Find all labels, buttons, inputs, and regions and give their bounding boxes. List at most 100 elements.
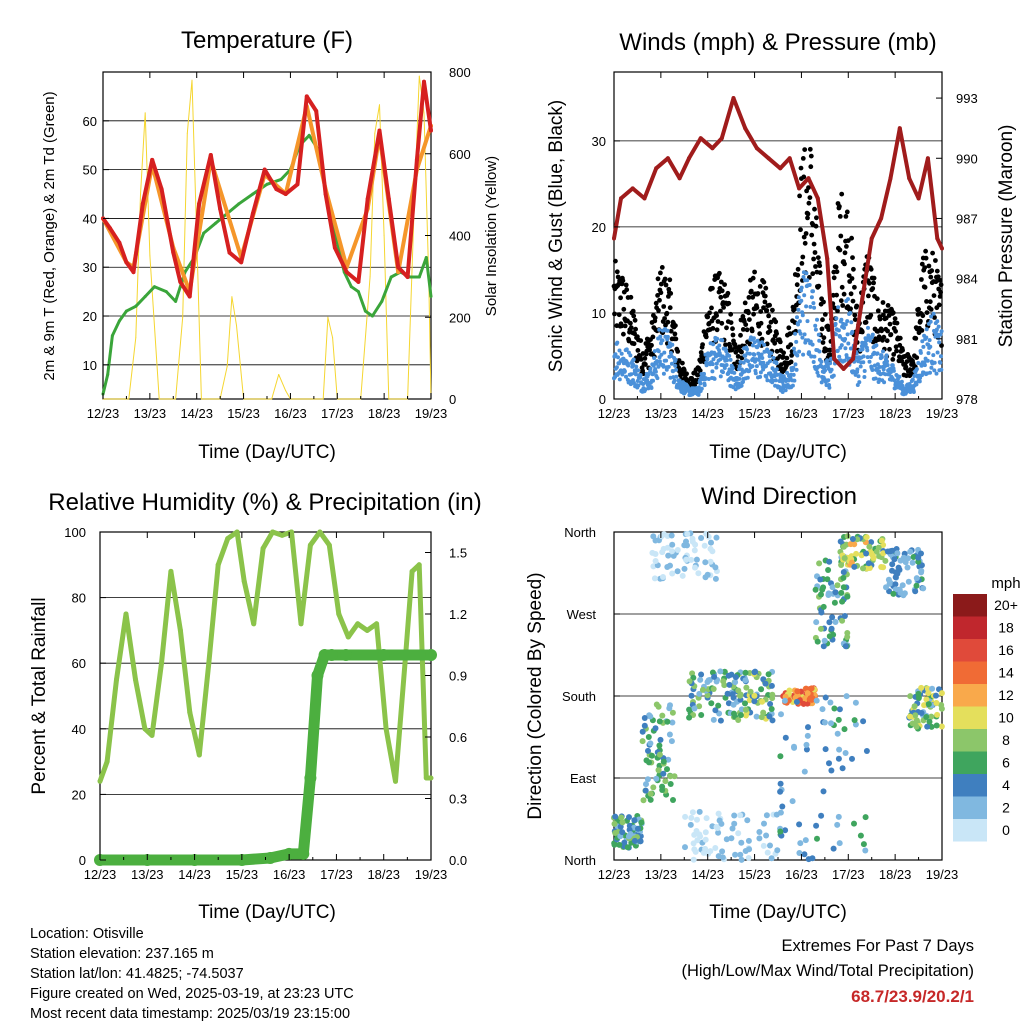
gust-point: [744, 327, 750, 333]
gust-point: [762, 299, 768, 305]
direction-point: [933, 692, 939, 699]
gust-point: [616, 312, 622, 318]
wind-point: [865, 348, 870, 353]
wind-point: [939, 367, 944, 372]
gust-point: [718, 294, 724, 300]
dewpoint-line-point: [110, 334, 114, 338]
y-tick-label: 60: [83, 114, 97, 129]
elevation-text: Station elevation: 237.165 m: [30, 946, 214, 962]
wind-point: [737, 364, 742, 369]
gust-point: [922, 284, 928, 290]
wind-point: [817, 338, 822, 343]
direction-point: [702, 559, 709, 566]
gust-point: [914, 355, 920, 360]
direction-point: [651, 575, 658, 582]
gust-point: [619, 323, 624, 329]
wind-point: [826, 378, 831, 383]
wind-point: [635, 379, 640, 383]
gust-point: [705, 314, 711, 320]
direction-point: [652, 558, 659, 564]
direction-point: [732, 851, 739, 858]
temp-2m-line-point: [405, 275, 410, 279]
gust-point: [927, 299, 933, 305]
direction-point: [862, 814, 869, 821]
gust-point: [806, 200, 812, 206]
pressure-line-point: [677, 176, 682, 181]
direction-point: [686, 714, 693, 721]
gust-point: [612, 311, 617, 317]
direction-point: [664, 718, 671, 725]
y-tick-label: 30: [83, 260, 97, 275]
wind-point: [710, 369, 715, 374]
direction-point: [923, 696, 930, 703]
gust-point: [724, 325, 729, 331]
recent-data-text: Most recent data timestamp: 2025/03/19 2…: [30, 1006, 351, 1022]
direction-point: [717, 717, 724, 724]
wind-point: [653, 369, 658, 374]
wind-point: [799, 298, 804, 303]
direction-point: [690, 840, 697, 847]
wind-point: [911, 390, 916, 394]
direction-point: [656, 742, 663, 749]
direction-point: [891, 556, 898, 563]
pressure-line-point: [879, 216, 884, 221]
wind-point: [834, 316, 839, 321]
gust-point: [638, 357, 644, 362]
dewpoint-line-point: [106, 373, 110, 377]
gust-point: [892, 316, 898, 321]
insolation-line-point: [191, 79, 193, 81]
direction-point: [765, 671, 772, 678]
gust-point: [844, 244, 849, 249]
direction-point: [696, 690, 703, 697]
gust-point: [661, 304, 667, 309]
wind-point: [728, 357, 733, 362]
humidity-line-point: [402, 660, 408, 666]
direction-point: [709, 548, 716, 555]
direction-point: [731, 812, 738, 819]
gust-point: [759, 336, 765, 342]
gust-point: [725, 290, 731, 296]
gust-point: [820, 340, 826, 345]
insolation-line-point: [322, 398, 324, 400]
gust-point: [743, 322, 749, 327]
wind-point: [811, 301, 816, 306]
gust-point: [730, 332, 736, 338]
direction-point: [808, 685, 815, 692]
gust-point: [838, 233, 844, 239]
gust-point: [833, 264, 839, 270]
winds-y-label: Sonic Wind & Gust (Blue, Black): [546, 100, 567, 372]
y-tick-label: 20: [72, 787, 86, 802]
wind-point: [835, 348, 840, 353]
direction-point: [860, 565, 866, 572]
insolation-line-point: [388, 398, 390, 400]
direction-point: [849, 755, 855, 762]
humidity-x-ticks: 12/23 13/23 14/23 15/23 16/23 17/23 18/23 19/23: [84, 532, 447, 882]
direction-point: [619, 829, 626, 836]
direction-point: [738, 856, 745, 863]
direction-point: [645, 734, 652, 740]
wind-point: [765, 378, 770, 383]
x-tick-label: 19/23: [926, 406, 959, 421]
dewpoint-line-point: [153, 285, 156, 289]
direction-point: [715, 829, 722, 836]
gust-point: [620, 278, 626, 284]
wind-point: [795, 315, 799, 320]
wind-point: [796, 295, 801, 300]
direction-point: [828, 767, 835, 774]
gust-point: [900, 347, 905, 353]
wind-point: [636, 368, 641, 373]
wind-point: [918, 375, 923, 380]
wind-point: [739, 383, 744, 388]
humidity-line-point: [374, 621, 380, 627]
insolation-line-point: [236, 324, 237, 326]
direction-point: [668, 738, 675, 745]
insolation-line-point: [168, 398, 170, 400]
humidity-line-point: [241, 578, 247, 584]
wind-point: [655, 376, 660, 381]
pressure-line-point: [687, 156, 691, 161]
gust-point: [799, 261, 805, 266]
gust-point: [680, 360, 685, 366]
direction-point: [836, 706, 843, 713]
gust-point: [800, 156, 806, 161]
pressure-line-point: [841, 366, 846, 371]
